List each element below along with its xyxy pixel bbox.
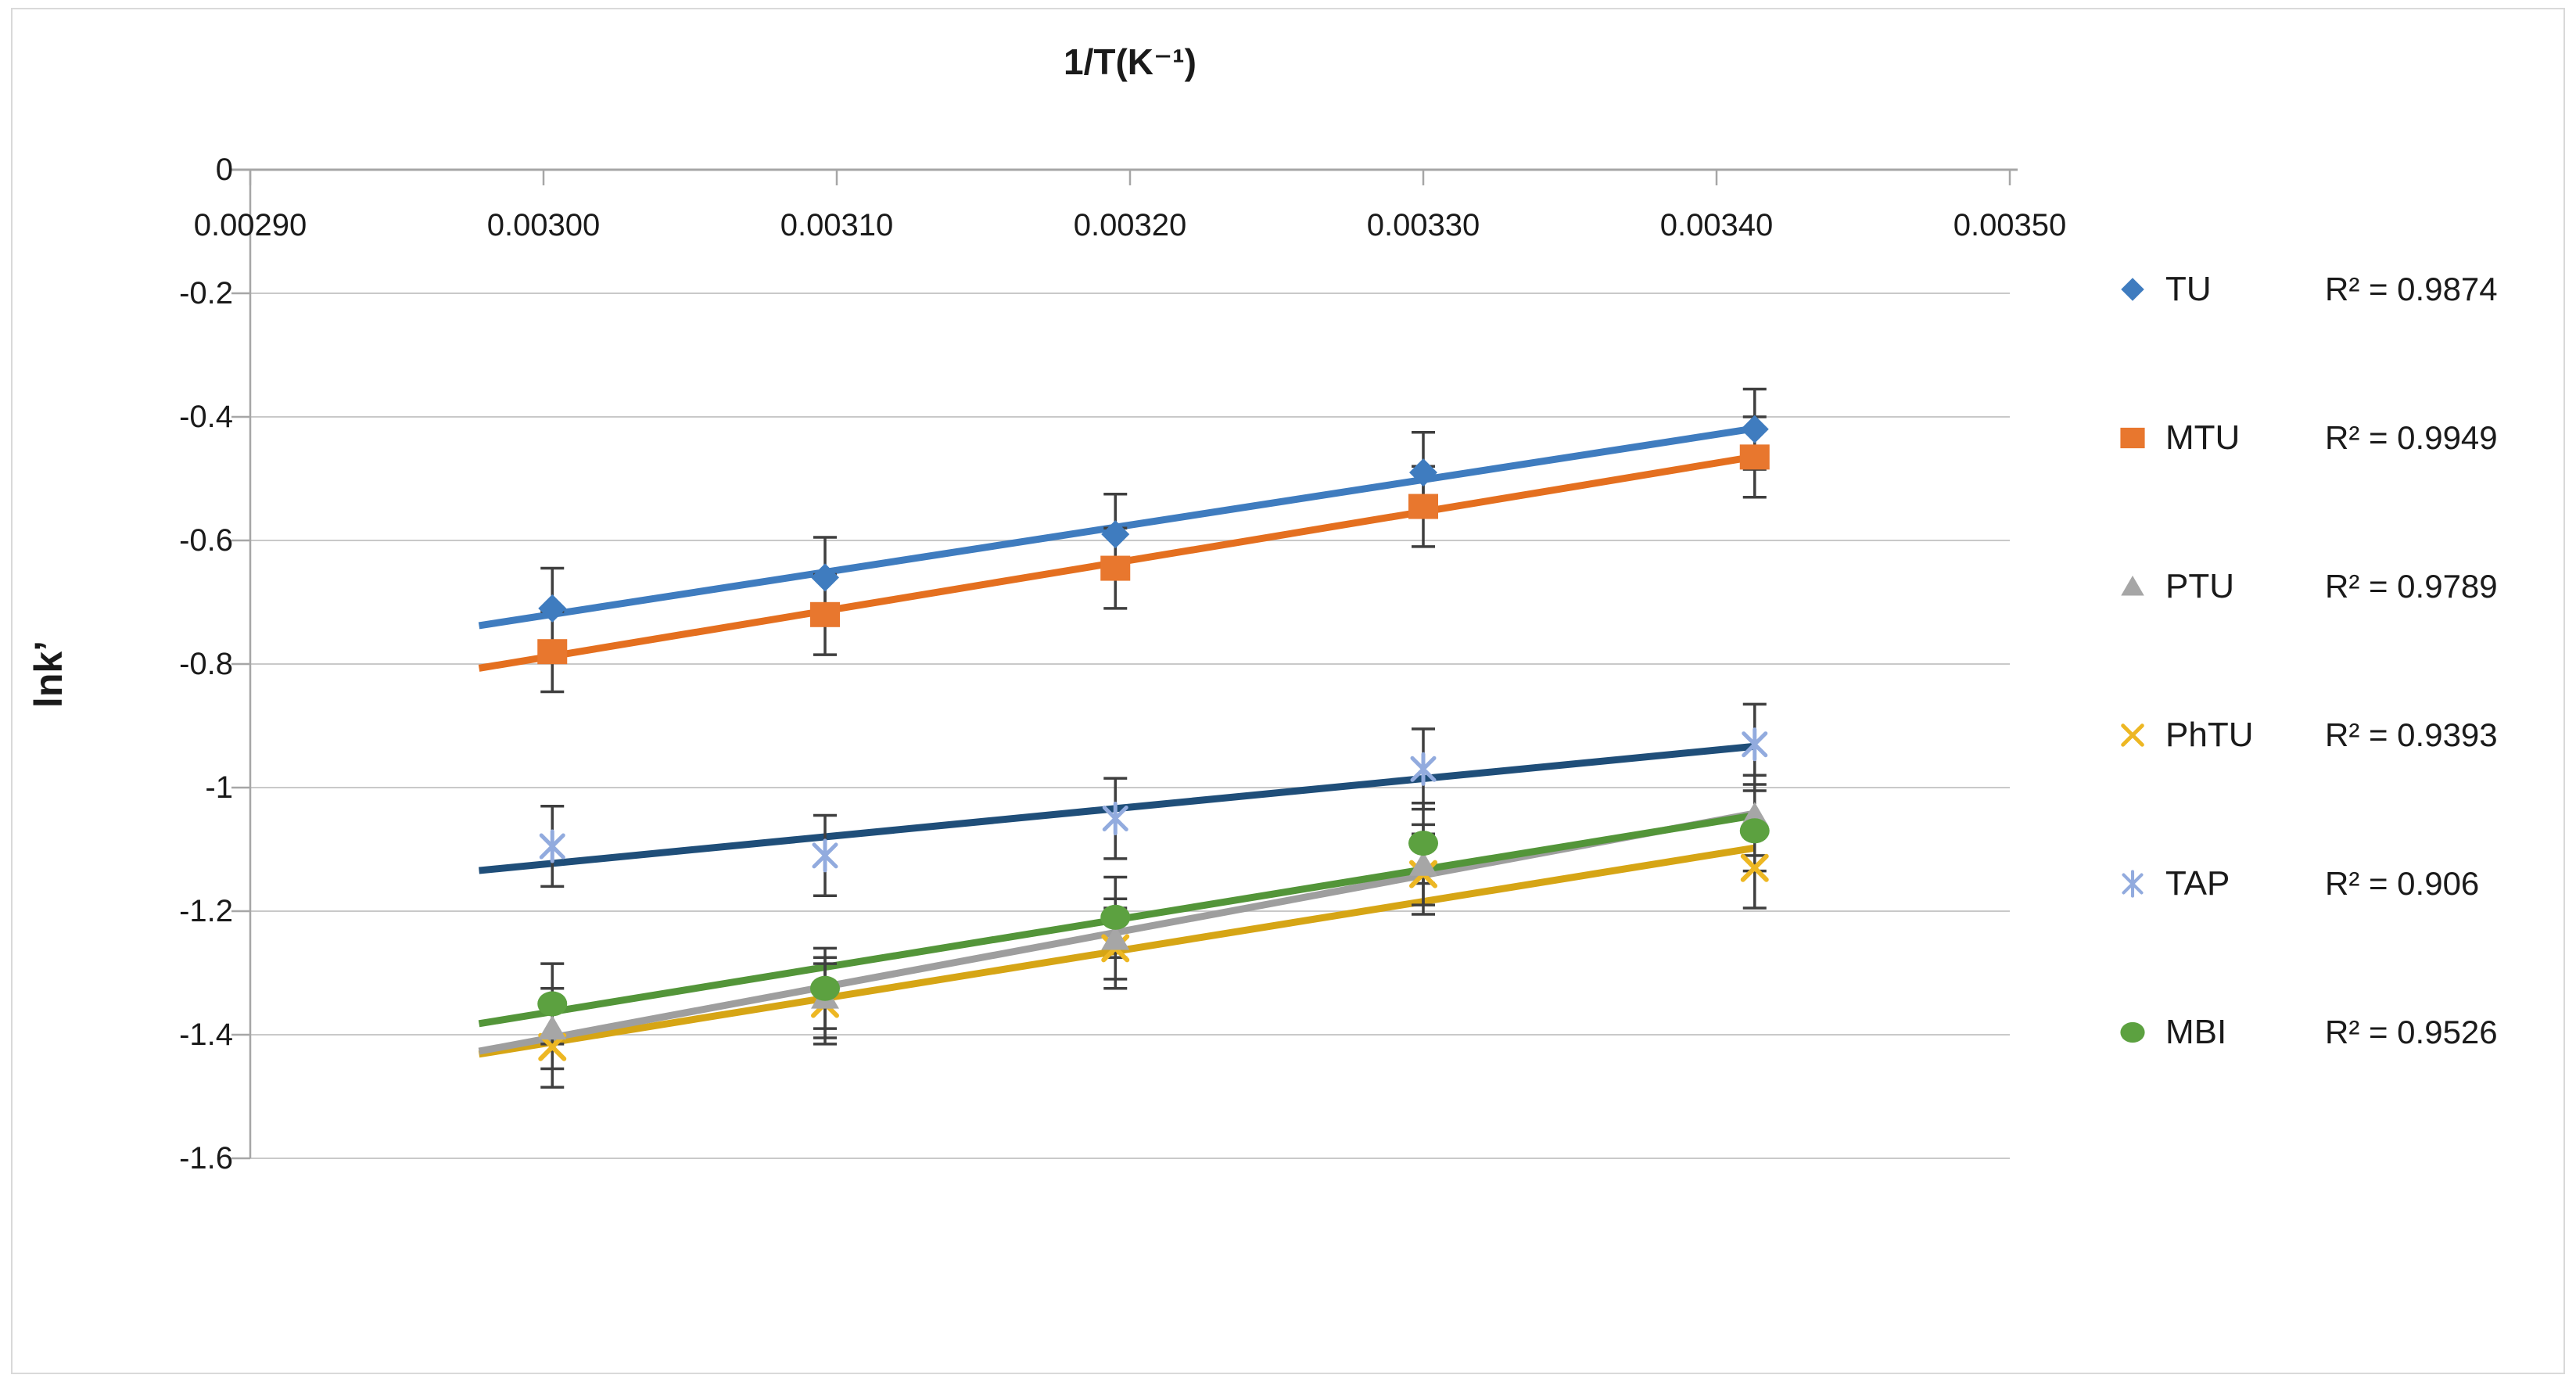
circle-marker	[2120, 1021, 2145, 1043]
star-marker	[539, 829, 565, 863]
square-marker	[2120, 427, 2145, 449]
star-marker	[1102, 802, 1128, 835]
diamond-legend-icon	[2121, 278, 2144, 301]
x-tick-label: 0.00300	[486, 208, 601, 242]
triangle-marker	[1409, 851, 1437, 876]
x-marker	[1740, 853, 1769, 882]
series-TAP	[539, 727, 1768, 873]
diamond-marker	[538, 594, 567, 623]
legend-item-PTU: PTU R² = 0.9789	[2115, 554, 2558, 619]
star-marker	[1410, 752, 1437, 786]
square-legend-icon	[2120, 427, 2145, 449]
y-tick-label: -0.8	[179, 647, 233, 681]
y-tick-label: -0.2	[179, 276, 233, 311]
legend-series-label: PTU	[2165, 567, 2234, 605]
square-marker	[1739, 444, 1770, 470]
triangle-marker	[1101, 925, 1130, 950]
y-axis-title: lnk’	[27, 640, 70, 709]
triangle-marker	[2121, 576, 2144, 596]
legend-series-label: MTU	[2165, 418, 2241, 457]
y-tick-label: -1.4	[179, 1018, 233, 1052]
legend-r2-value: R² = 0.9949	[2325, 419, 2498, 456]
y-tick-label: -1.6	[179, 1141, 233, 1176]
x-tick-label: 0.00340	[1659, 208, 1774, 242]
diamond-marker	[1740, 415, 1769, 443]
legend-item-PhTU: PhTU R² = 0.9393	[2115, 702, 2558, 768]
legend-item-TAP: TAP R² = 0.906	[2115, 851, 2558, 917]
legend-item-MTU: MTU R² = 0.9949	[2115, 405, 2558, 471]
y-tick-label: -1.2	[179, 894, 233, 928]
square-marker	[1408, 494, 1438, 519]
x-tick-label: 0.00320	[1073, 208, 1187, 242]
x-tick-label: 0.00330	[1366, 208, 1480, 242]
y-tick-label: -1	[205, 770, 233, 805]
star-marker	[812, 838, 838, 873]
triangle-marker	[538, 1015, 567, 1040]
diamond-marker	[811, 563, 839, 592]
circle-marker	[1408, 831, 1438, 856]
star-legend-icon	[2122, 870, 2144, 898]
legend-r2-value: R² = 0.9526	[2325, 1014, 2498, 1050]
legend-item-MBI: MBI R² = 0.9526	[2115, 1000, 2558, 1065]
chart-title: 1/T(K⁻¹)	[1064, 41, 1197, 82]
x-tick-label: 0.00290	[193, 208, 307, 242]
legend-series-label: PhTU	[2165, 716, 2254, 754]
series-MBI	[537, 818, 1770, 1017]
legend-r2-value: R² = 0.9789	[2325, 568, 2498, 605]
y-tick-label: 0	[215, 153, 233, 187]
legend-r2-value: R² = 0.906	[2325, 865, 2480, 902]
x-tick-label: 0.00310	[780, 208, 894, 242]
legend-series-label: TU	[2165, 270, 2212, 308]
legend-series-label: TAP	[2165, 864, 2230, 903]
y-tick-label: -0.4	[179, 400, 233, 434]
diamond-marker	[2121, 278, 2144, 301]
circle-marker	[1739, 818, 1770, 844]
diamond-marker	[1409, 458, 1437, 487]
star-marker	[1742, 727, 1768, 762]
y-tick-label: -0.6	[179, 523, 233, 558]
figure-border	[11, 8, 2565, 1374]
series-TU	[538, 415, 1769, 623]
triangle-legend-icon	[2121, 576, 2144, 596]
legend-r2-value: R² = 0.9393	[2325, 716, 2498, 753]
square-marker	[537, 639, 568, 665]
legend-series-label: MBI	[2165, 1013, 2227, 1051]
data-markers	[537, 415, 1770, 1061]
circle-legend-icon	[2120, 1021, 2145, 1043]
circle-marker	[1100, 904, 1131, 930]
circle-marker	[810, 975, 840, 1001]
square-marker	[810, 601, 840, 627]
legend-r2-value: R² = 0.9874	[2325, 271, 2498, 307]
x-tick-label: 0.00350	[1953, 208, 2067, 242]
x-legend-icon	[2121, 723, 2144, 747]
x-marker	[2121, 723, 2144, 747]
diamond-marker	[1101, 520, 1130, 549]
legend-item-TU: TU R² = 0.9874	[2115, 257, 2558, 322]
circle-marker	[537, 991, 568, 1017]
star-marker	[2122, 870, 2144, 898]
series-PhTU	[538, 853, 1769, 1061]
series-MTU	[537, 444, 1770, 665]
square-marker	[1100, 555, 1131, 581]
